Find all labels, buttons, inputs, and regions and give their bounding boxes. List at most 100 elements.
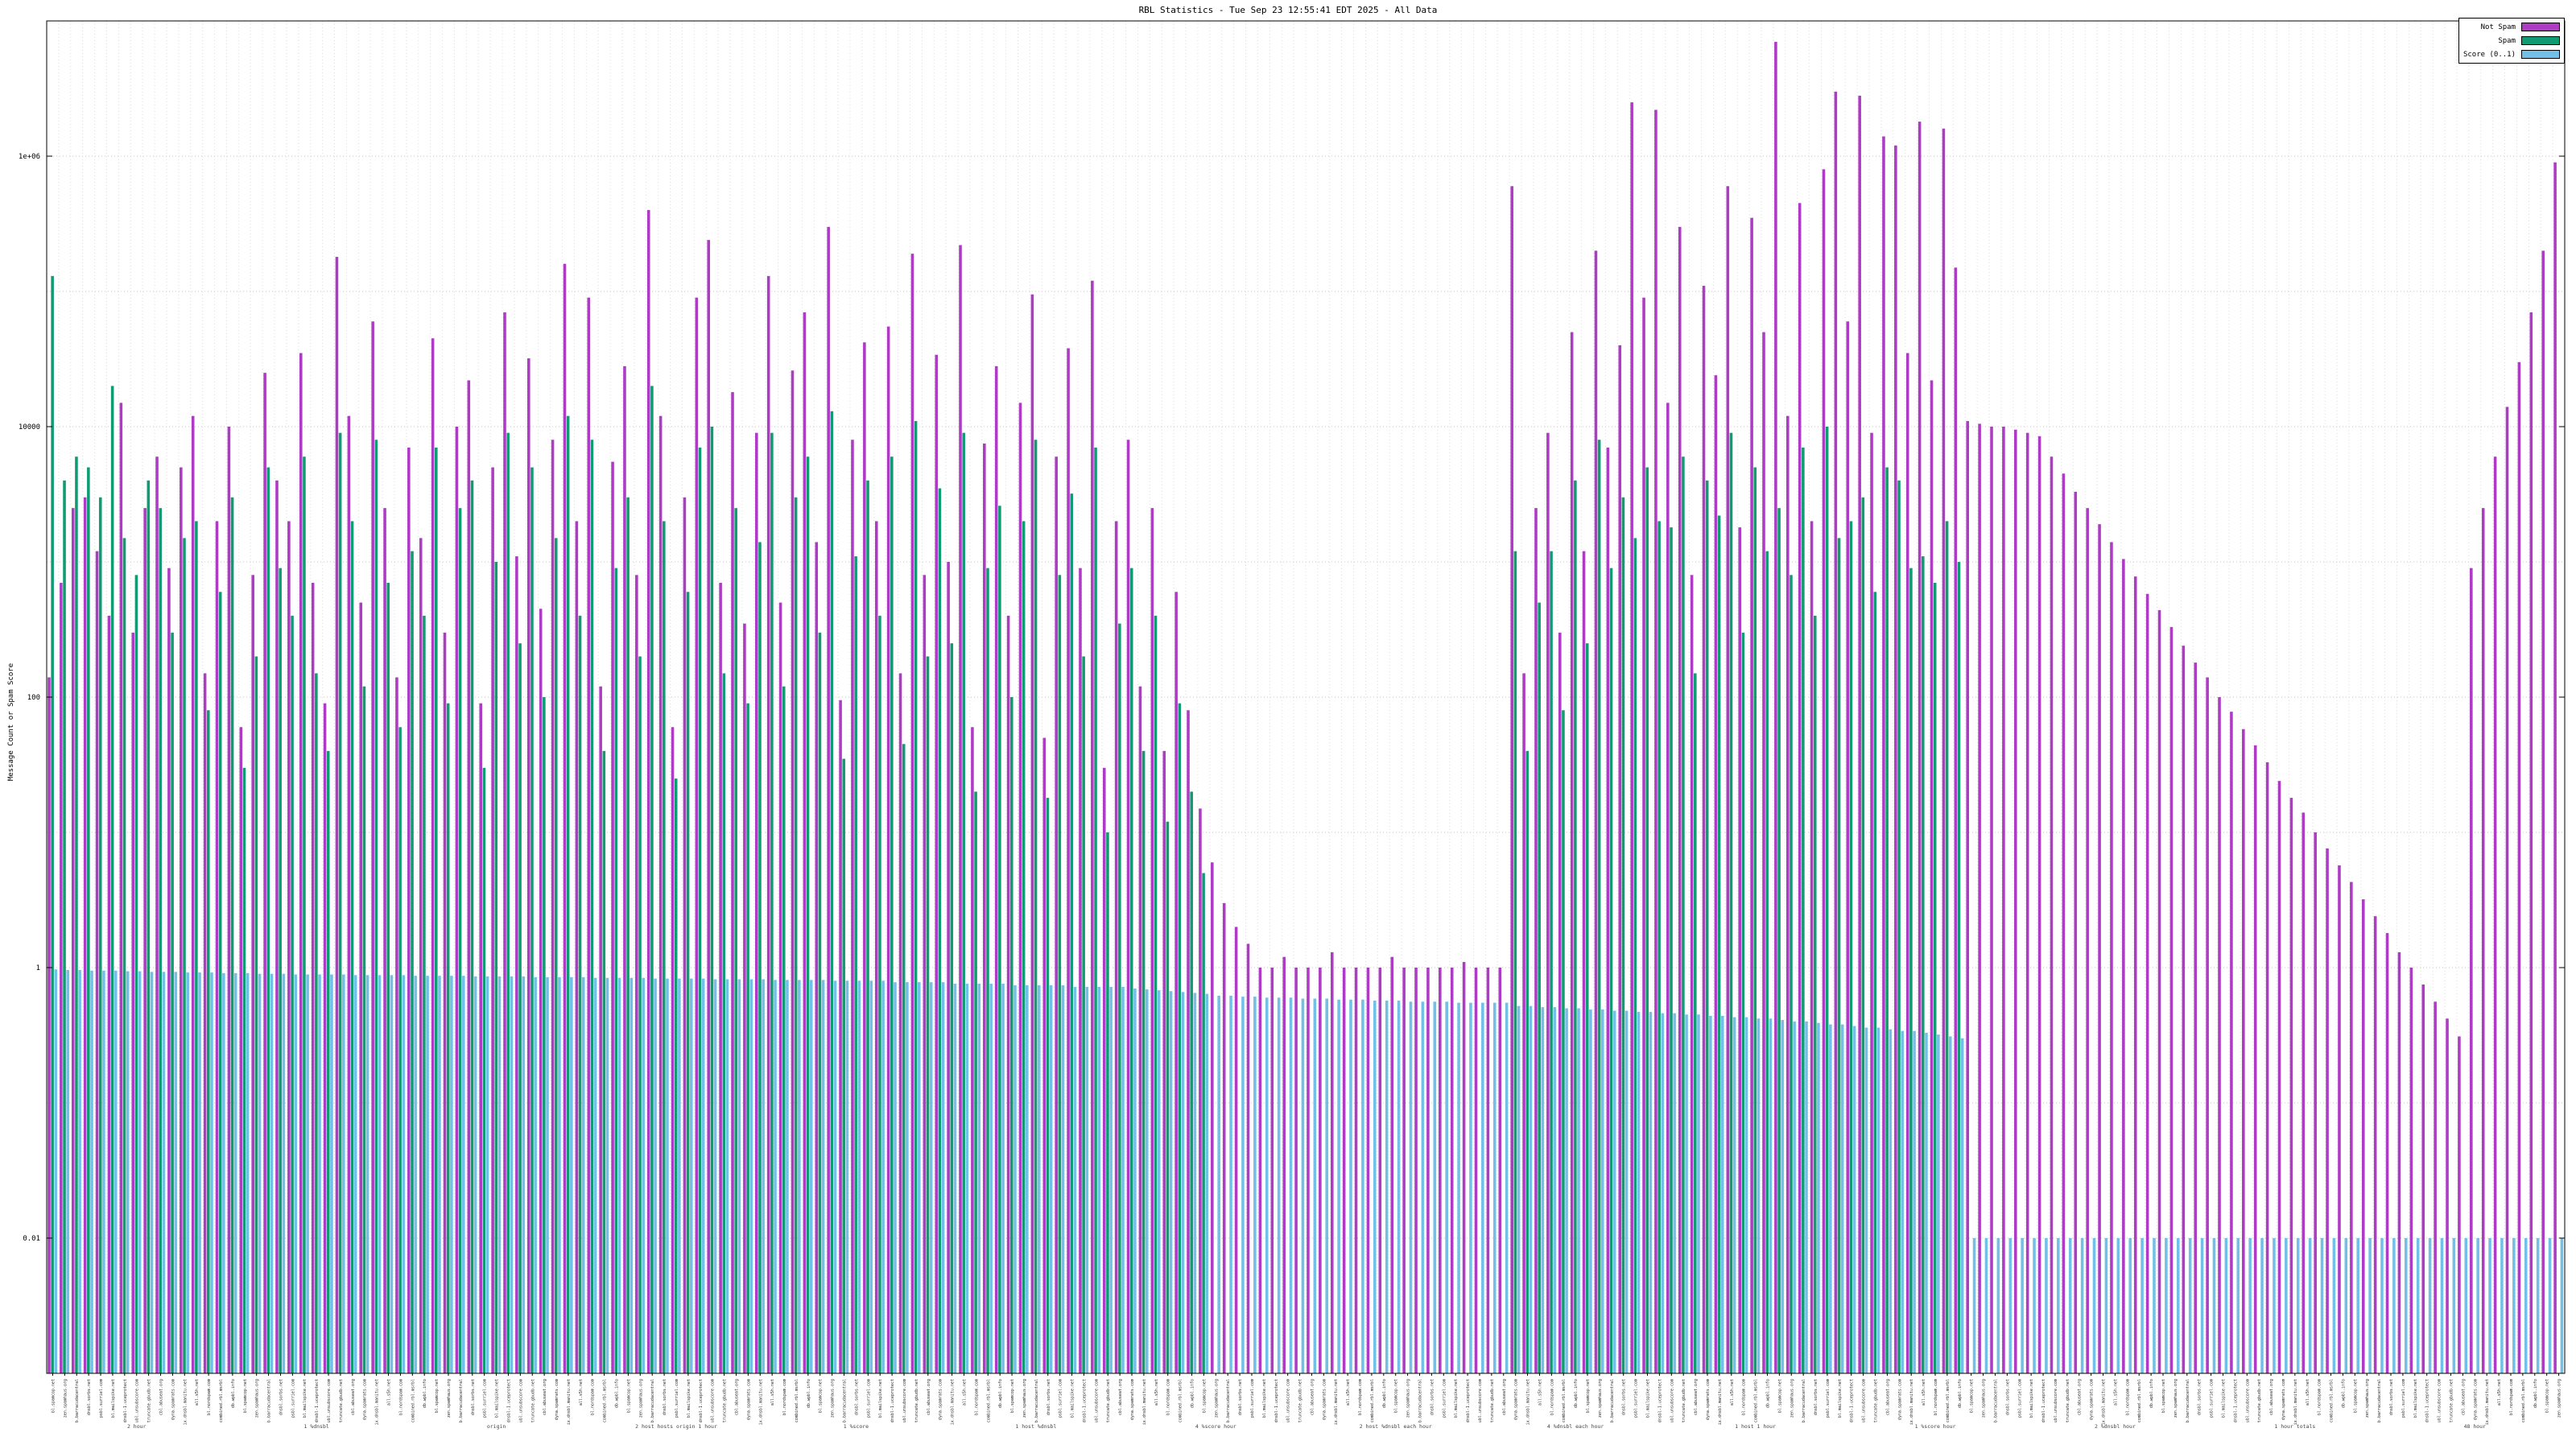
svg-text:1 hour totals: 1 hour totals [2274, 1423, 2315, 1430]
svg-text:bl.mailspike.net: bl.mailspike.net [2221, 1379, 2226, 1418]
svg-text:truncate.gbudb.net: truncate.gbudb.net [2449, 1379, 2454, 1422]
svg-text:dnsbl-1.uceprotect: dnsbl-1.uceprotect [699, 1379, 704, 1422]
svg-text:dnsbl-1.uceprotect: dnsbl-1.uceprotect [1850, 1379, 1855, 1422]
svg-text:cbl.abuseat.org: cbl.abuseat.org [2078, 1379, 2083, 1415]
svg-text:combined.rbl.msrbl: combined.rbl.msrbl [1946, 1379, 1951, 1422]
svg-text:bl.spamcop.net: bl.spamcop.net [435, 1379, 440, 1413]
svg-text:zen.spamhaus.org: zen.spamhaus.org [447, 1379, 452, 1418]
svg-text:zen.spamhaus.org: zen.spamhaus.org [1214, 1379, 1219, 1418]
svg-text:dnsbl-1.uceprotect: dnsbl-1.uceprotect [2425, 1379, 2430, 1422]
svg-text:db.wpbl.info: db.wpbl.info [807, 1379, 811, 1408]
svg-text:ubl.unsubscore.com: ubl.unsubscore.com [2438, 1379, 2442, 1422]
svg-text:b.barracudacentral: b.barracudacentral [1226, 1379, 1231, 1422]
svg-text:dnsbl-1.uceprotect: dnsbl-1.uceprotect [315, 1379, 320, 1422]
svg-text:ix.dnsbl.manitu.net: ix.dnsbl.manitu.net [2485, 1379, 2490, 1425]
svg-text:cbl.abuseat.org: cbl.abuseat.org [1885, 1379, 1890, 1415]
svg-text:b.barracudacentral: b.barracudacentral [1802, 1379, 1806, 1422]
svg-text:combined.rbl.msrbl: combined.rbl.msrbl [1562, 1379, 1567, 1422]
svg-text:b.barracudacentral: b.barracudacentral [1610, 1379, 1615, 1422]
svg-text:bl.spamcop.net: bl.spamcop.net [626, 1379, 631, 1413]
svg-text:combined.rbl.msrbl: combined.rbl.msrbl [1754, 1379, 1759, 1422]
svg-text:cbl.abuseat.org: cbl.abuseat.org [1118, 1379, 1123, 1415]
svg-text:dnsbl-1.uceprotect: dnsbl-1.uceprotect [890, 1379, 895, 1422]
svg-text:dnsbl.sorbs.net: dnsbl.sorbs.net [2389, 1379, 2394, 1415]
svg-text:ubl.unsubscore.com: ubl.unsubscore.com [2245, 1379, 2250, 1422]
svg-text:cbl.abuseat.org: cbl.abuseat.org [543, 1379, 547, 1415]
svg-text:db.wpbl.info: db.wpbl.info [998, 1379, 1003, 1408]
svg-text:bl.mailspike.net: bl.mailspike.net [687, 1379, 691, 1418]
svg-text:cbl.abuseat.org: cbl.abuseat.org [159, 1379, 164, 1415]
svg-text:dnsbl.sorbs.net: dnsbl.sorbs.net [2198, 1379, 2202, 1415]
svg-text:bl.nordspam.com: bl.nordspam.com [2125, 1379, 2130, 1415]
svg-text:zen.spamhaus.org: zen.spamhaus.org [1790, 1379, 1794, 1418]
chart-title: RBL Statistics - Tue Sep 23 12:55:41 EDT… [1138, 5, 1438, 15]
svg-text:cbl.abuseat.org: cbl.abuseat.org [2269, 1379, 2274, 1415]
svg-text:4 %dnsbl each hour: 4 %dnsbl each hour [1547, 1423, 1604, 1430]
svg-text:psbl.surriel.com: psbl.surriel.com [99, 1379, 104, 1418]
svg-text:2 hour: 2 hour [127, 1423, 147, 1430]
svg-text:bl.nordspam.com: bl.nordspam.com [591, 1379, 596, 1415]
svg-text:dnsbl-1.uceprotect: dnsbl-1.uceprotect [506, 1379, 511, 1422]
svg-text:psbl.surriel.com: psbl.surriel.com [1059, 1379, 1063, 1418]
svg-text:ix.dnsbl.manitu.net: ix.dnsbl.manitu.net [758, 1379, 763, 1425]
svg-text:db.wpbl.info: db.wpbl.info [1382, 1379, 1387, 1408]
svg-text:truncate.gbudb.net: truncate.gbudb.net [339, 1379, 344, 1422]
svg-text:bl.spamcop.net: bl.spamcop.net [2161, 1379, 2166, 1413]
svg-text:0.01: 0.01 [23, 1235, 40, 1243]
svg-text:all.s5h.net: all.s5h.net [1346, 1379, 1351, 1406]
svg-text:bl.nordspam.com: bl.nordspam.com [398, 1379, 403, 1415]
svg-text:1 host %dnsbl: 1 host %dnsbl [1015, 1423, 1056, 1430]
svg-text:ubl.unsubscore.com: ubl.unsubscore.com [1670, 1379, 1674, 1422]
svg-text:bl.nordspam.com: bl.nordspam.com [1934, 1379, 1938, 1415]
svg-text:all.s5h.net: all.s5h.net [579, 1379, 584, 1406]
svg-text:bl.spamcop.net: bl.spamcop.net [1202, 1379, 1207, 1413]
svg-text:dyna.spamrats.com: dyna.spamrats.com [2473, 1379, 2478, 1420]
svg-text:db.wpbl.info: db.wpbl.info [231, 1379, 236, 1408]
svg-text:combined.rbl.msrbl: combined.rbl.msrbl [2137, 1379, 2142, 1422]
legend-swatch-not-spam [2521, 23, 2560, 31]
svg-text:zen.spamhaus.org: zen.spamhaus.org [2174, 1379, 2178, 1418]
svg-text:bl.spamcop.net: bl.spamcop.net [2353, 1379, 2358, 1413]
svg-text:dnsbl.sorbs.net: dnsbl.sorbs.net [1622, 1379, 1627, 1415]
legend-swatch-spam [2521, 36, 2560, 45]
svg-text:psbl.surriel.com: psbl.surriel.com [2210, 1379, 2215, 1418]
svg-text:zen.spamhaus.org: zen.spamhaus.org [1406, 1379, 1411, 1418]
svg-text:dyna.spamrats.com: dyna.spamrats.com [363, 1379, 368, 1420]
svg-text:dnsbl-1.uceprotect: dnsbl-1.uceprotect [1466, 1379, 1471, 1422]
svg-text:bl.mailspike.net: bl.mailspike.net [1262, 1379, 1267, 1418]
svg-text:b.barracudacentral: b.barracudacentral [1034, 1379, 1039, 1422]
svg-text:ubl.unsubscore.com: ubl.unsubscore.com [135, 1379, 140, 1422]
svg-text:all.s5h.net: all.s5h.net [2306, 1379, 2310, 1406]
svg-text:bl.spamcop.net: bl.spamcop.net [1970, 1379, 1975, 1413]
legend-row-spam: Spam [2463, 34, 2560, 47]
svg-text:bl.mailspike.net: bl.mailspike.net [303, 1379, 308, 1418]
svg-text:all.s5h.net: all.s5h.net [770, 1379, 775, 1406]
svg-text:cbl.abuseat.org: cbl.abuseat.org [734, 1379, 739, 1415]
svg-text:all.s5h.net: all.s5h.net [195, 1379, 200, 1406]
svg-text:bl.mailspike.net: bl.mailspike.net [1646, 1379, 1651, 1418]
svg-text:combined.rbl.msrbl: combined.rbl.msrbl [1179, 1379, 1183, 1422]
svg-text:1 %score hour: 1 %score hour [1915, 1423, 1956, 1430]
svg-text:bl.nordspam.com: bl.nordspam.com [2509, 1379, 2514, 1415]
svg-text:all.s5h.net: all.s5h.net [2497, 1379, 2502, 1406]
svg-text:zen.spamhaus.org: zen.spamhaus.org [63, 1379, 68, 1418]
svg-text:psbl.surriel.com: psbl.surriel.com [675, 1379, 679, 1418]
svg-text:origin: origin [487, 1423, 506, 1430]
svg-text:cbl.abuseat.org: cbl.abuseat.org [351, 1379, 356, 1415]
svg-text:bl.mailspike.net: bl.mailspike.net [1454, 1379, 1459, 1418]
svg-text:bl.spamcop.net: bl.spamcop.net [1010, 1379, 1015, 1413]
svg-text:ix.dnsbl.manitu.net: ix.dnsbl.manitu.net [951, 1379, 956, 1425]
svg-text:cbl.abuseat.org: cbl.abuseat.org [1502, 1379, 1507, 1415]
svg-text:truncate.gbudb.net: truncate.gbudb.net [1298, 1379, 1303, 1422]
svg-text:dnsbl-1.uceprotect: dnsbl-1.uceprotect [1082, 1379, 1087, 1422]
svg-text:bl.spamcop.net: bl.spamcop.net [819, 1379, 824, 1413]
svg-text:dyna.spamrats.com: dyna.spamrats.com [1514, 1379, 1519, 1420]
svg-text:dyna.spamrats.com: dyna.spamrats.com [1322, 1379, 1327, 1420]
svg-text:cbl.abuseat.org: cbl.abuseat.org [1310, 1379, 1315, 1415]
svg-text:b.barracudacentral: b.barracudacentral [267, 1379, 272, 1422]
svg-text:dnsbl-1.uceprotect: dnsbl-1.uceprotect [123, 1379, 128, 1422]
svg-text:ix.dnsbl.manitu.net: ix.dnsbl.manitu.net [1334, 1379, 1339, 1425]
svg-text:combined.rbl.msrbl: combined.rbl.msrbl [986, 1379, 991, 1422]
svg-text:psbl.surriel.com: psbl.surriel.com [291, 1379, 295, 1418]
